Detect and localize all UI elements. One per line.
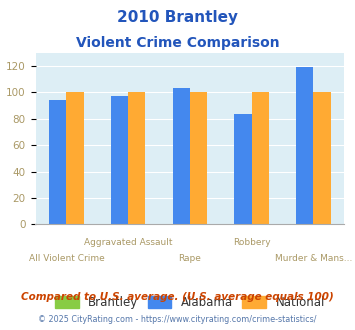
Bar [252,92,269,224]
Text: Rape: Rape [179,254,201,263]
Bar [296,67,313,224]
Text: Murder & Mans...: Murder & Mans... [275,254,352,263]
Text: Violent Crime Comparison: Violent Crime Comparison [76,36,279,50]
Bar [49,100,66,224]
Text: Aggravated Assault: Aggravated Assault [84,238,173,247]
Bar [128,92,146,224]
Bar [111,96,128,224]
Text: Compared to U.S. average. (U.S. average equals 100): Compared to U.S. average. (U.S. average … [21,292,334,302]
Bar [313,92,331,224]
Text: © 2025 CityRating.com - https://www.cityrating.com/crime-statistics/: © 2025 CityRating.com - https://www.city… [38,315,317,324]
Bar [173,88,190,224]
Legend: Brantley, Alabama, National: Brantley, Alabama, National [55,295,325,309]
Text: All Violent Crime: All Violent Crime [28,254,104,263]
Bar [190,92,207,224]
Bar [234,114,252,224]
Text: Robbery: Robbery [233,238,271,247]
Bar [66,92,84,224]
Text: 2010 Brantley: 2010 Brantley [117,10,238,25]
